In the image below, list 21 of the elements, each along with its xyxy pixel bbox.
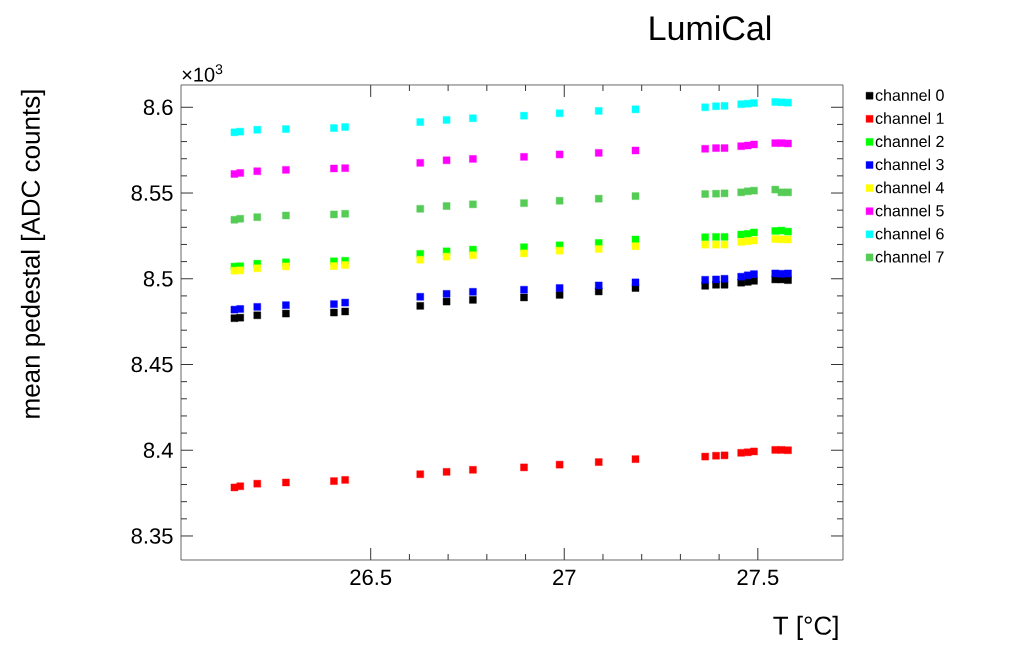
legend-label: channel 2 (875, 135, 944, 148)
y-tick-label: 8.35 (131, 528, 173, 544)
legend-label: channel 0 (875, 89, 944, 101)
x-tick-label: 27 (553, 569, 576, 585)
x-tick-label: 27.5 (737, 569, 779, 586)
y-tick-label: 8.55 (131, 185, 173, 201)
text: ×10$^{3}$ (182, 64, 223, 82)
legend-label: channel 5 (875, 204, 944, 217)
x-axis-title: T [°C] (773, 615, 838, 641)
legend-label: channel 7 (875, 250, 944, 263)
y-tick-label: 8.45 (131, 356, 173, 373)
y-tick-label: 8.4 (143, 442, 173, 459)
legend-label: channel 6 (875, 227, 944, 240)
legend-label: channel 1 (875, 112, 944, 125)
y-tick-label: 8.5 (143, 270, 173, 287)
legend-label: channel 4 (875, 181, 944, 194)
y-axis-title: mean pedestal [ADC counts] (20, 90, 46, 418)
x-tick-label: 26.5 (350, 569, 392, 586)
chart-title: LumiCal (650, 15, 771, 41)
y-tick-label: 8.6 (143, 99, 173, 116)
legend-label: channel 3 (875, 158, 944, 171)
